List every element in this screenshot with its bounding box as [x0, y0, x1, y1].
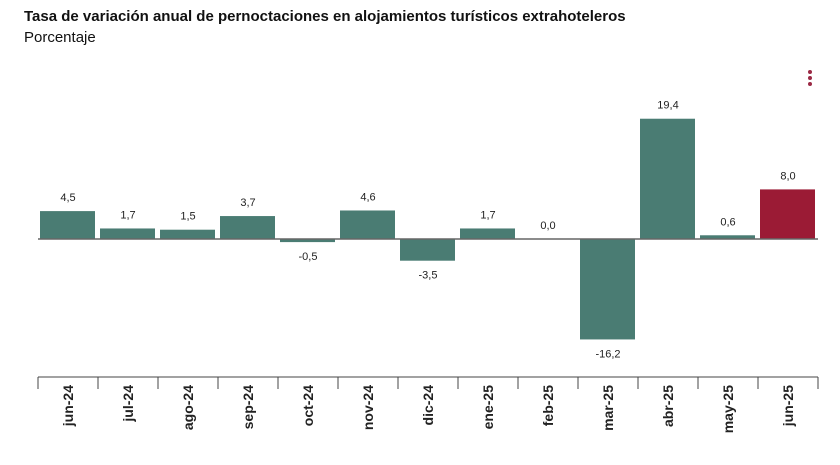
- value-labels-group: 4,5 1,7 1,5 3,7 -0,5 4,6 -3,5 1,7 0,0 -16,2 19,4 0,…: [60, 100, 795, 361]
- x-tick-label-oct-24: oct-24: [300, 385, 316, 426]
- x-tick-label-mar-25: mar-25: [600, 385, 616, 431]
- x-tick-label-nov-24: nov-24: [360, 385, 376, 430]
- value-label-may-25: 0,6: [720, 216, 735, 228]
- bar-ago-24[interactable]: [160, 229, 215, 239]
- value-label-ago-24: 1,5: [180, 211, 195, 223]
- vertical-dots-icon[interactable]: [806, 70, 814, 90]
- x-tick-label-jun-24: jun-24: [60, 385, 76, 427]
- value-label-ene-25: 1,7: [480, 209, 495, 221]
- x-tick-label-sep-24: sep-24: [240, 385, 256, 430]
- x-tick-label-jul-24: jul-24: [120, 385, 136, 423]
- x-tick-label-jun-25: jun-25: [780, 385, 796, 427]
- x-tick-label-ago-24: ago-24: [180, 385, 196, 430]
- menu-dot: [808, 76, 812, 80]
- bar-dic-24[interactable]: [400, 239, 455, 261]
- bar-sep-24[interactable]: [220, 216, 275, 239]
- bar-jun-24[interactable]: [40, 211, 95, 239]
- bar-jun-25[interactable]: [760, 189, 815, 239]
- x-ticks-group: [37, 377, 819, 389]
- bar-jul-24[interactable]: [100, 228, 155, 239]
- value-label-jun-25: 8,0: [780, 170, 795, 182]
- bar-ene-25[interactable]: [460, 228, 515, 239]
- bar-nov-24[interactable]: [340, 210, 395, 239]
- menu-dot: [808, 82, 812, 86]
- value-label-sep-24: 3,7: [240, 197, 255, 209]
- x-tick-label-feb-25: feb-25: [540, 385, 556, 426]
- value-label-mar-25: -16,2: [595, 348, 620, 360]
- value-label-nov-24: 4,6: [360, 191, 375, 203]
- x-tick-label-ene-25: ene-25: [480, 385, 496, 430]
- value-label-oct-24: -0,5: [299, 251, 318, 263]
- bar-may-25[interactable]: [700, 235, 755, 239]
- x-tick-label-abr-25: abr-25: [660, 385, 676, 427]
- bar-abr-25[interactable]: [640, 118, 695, 239]
- x-tick-labels-group: jun-24 jul-24 ago-24 sep-24 oct-24 nov-24 dic-…: [60, 385, 796, 433]
- value-label-jun-24: 4,5: [60, 192, 75, 204]
- value-label-abr-25: 19,4: [657, 100, 678, 112]
- menu-dot: [808, 70, 812, 74]
- bar-mar-25[interactable]: [580, 239, 635, 340]
- bar-oct-24[interactable]: [280, 239, 335, 243]
- chart-subtitle: Porcentaje: [24, 29, 96, 46]
- value-label-dic-24: -3,5: [419, 270, 438, 282]
- x-tick-label-may-25: may-25: [720, 385, 736, 433]
- bars-group: [40, 118, 815, 340]
- x-tick-label-dic-24: dic-24: [420, 385, 436, 426]
- chart-title: Tasa de variación anual de pernoctacione…: [24, 8, 626, 25]
- value-label-jul-24: 1,7: [120, 209, 135, 221]
- value-label-feb-25: 0,0: [540, 220, 555, 232]
